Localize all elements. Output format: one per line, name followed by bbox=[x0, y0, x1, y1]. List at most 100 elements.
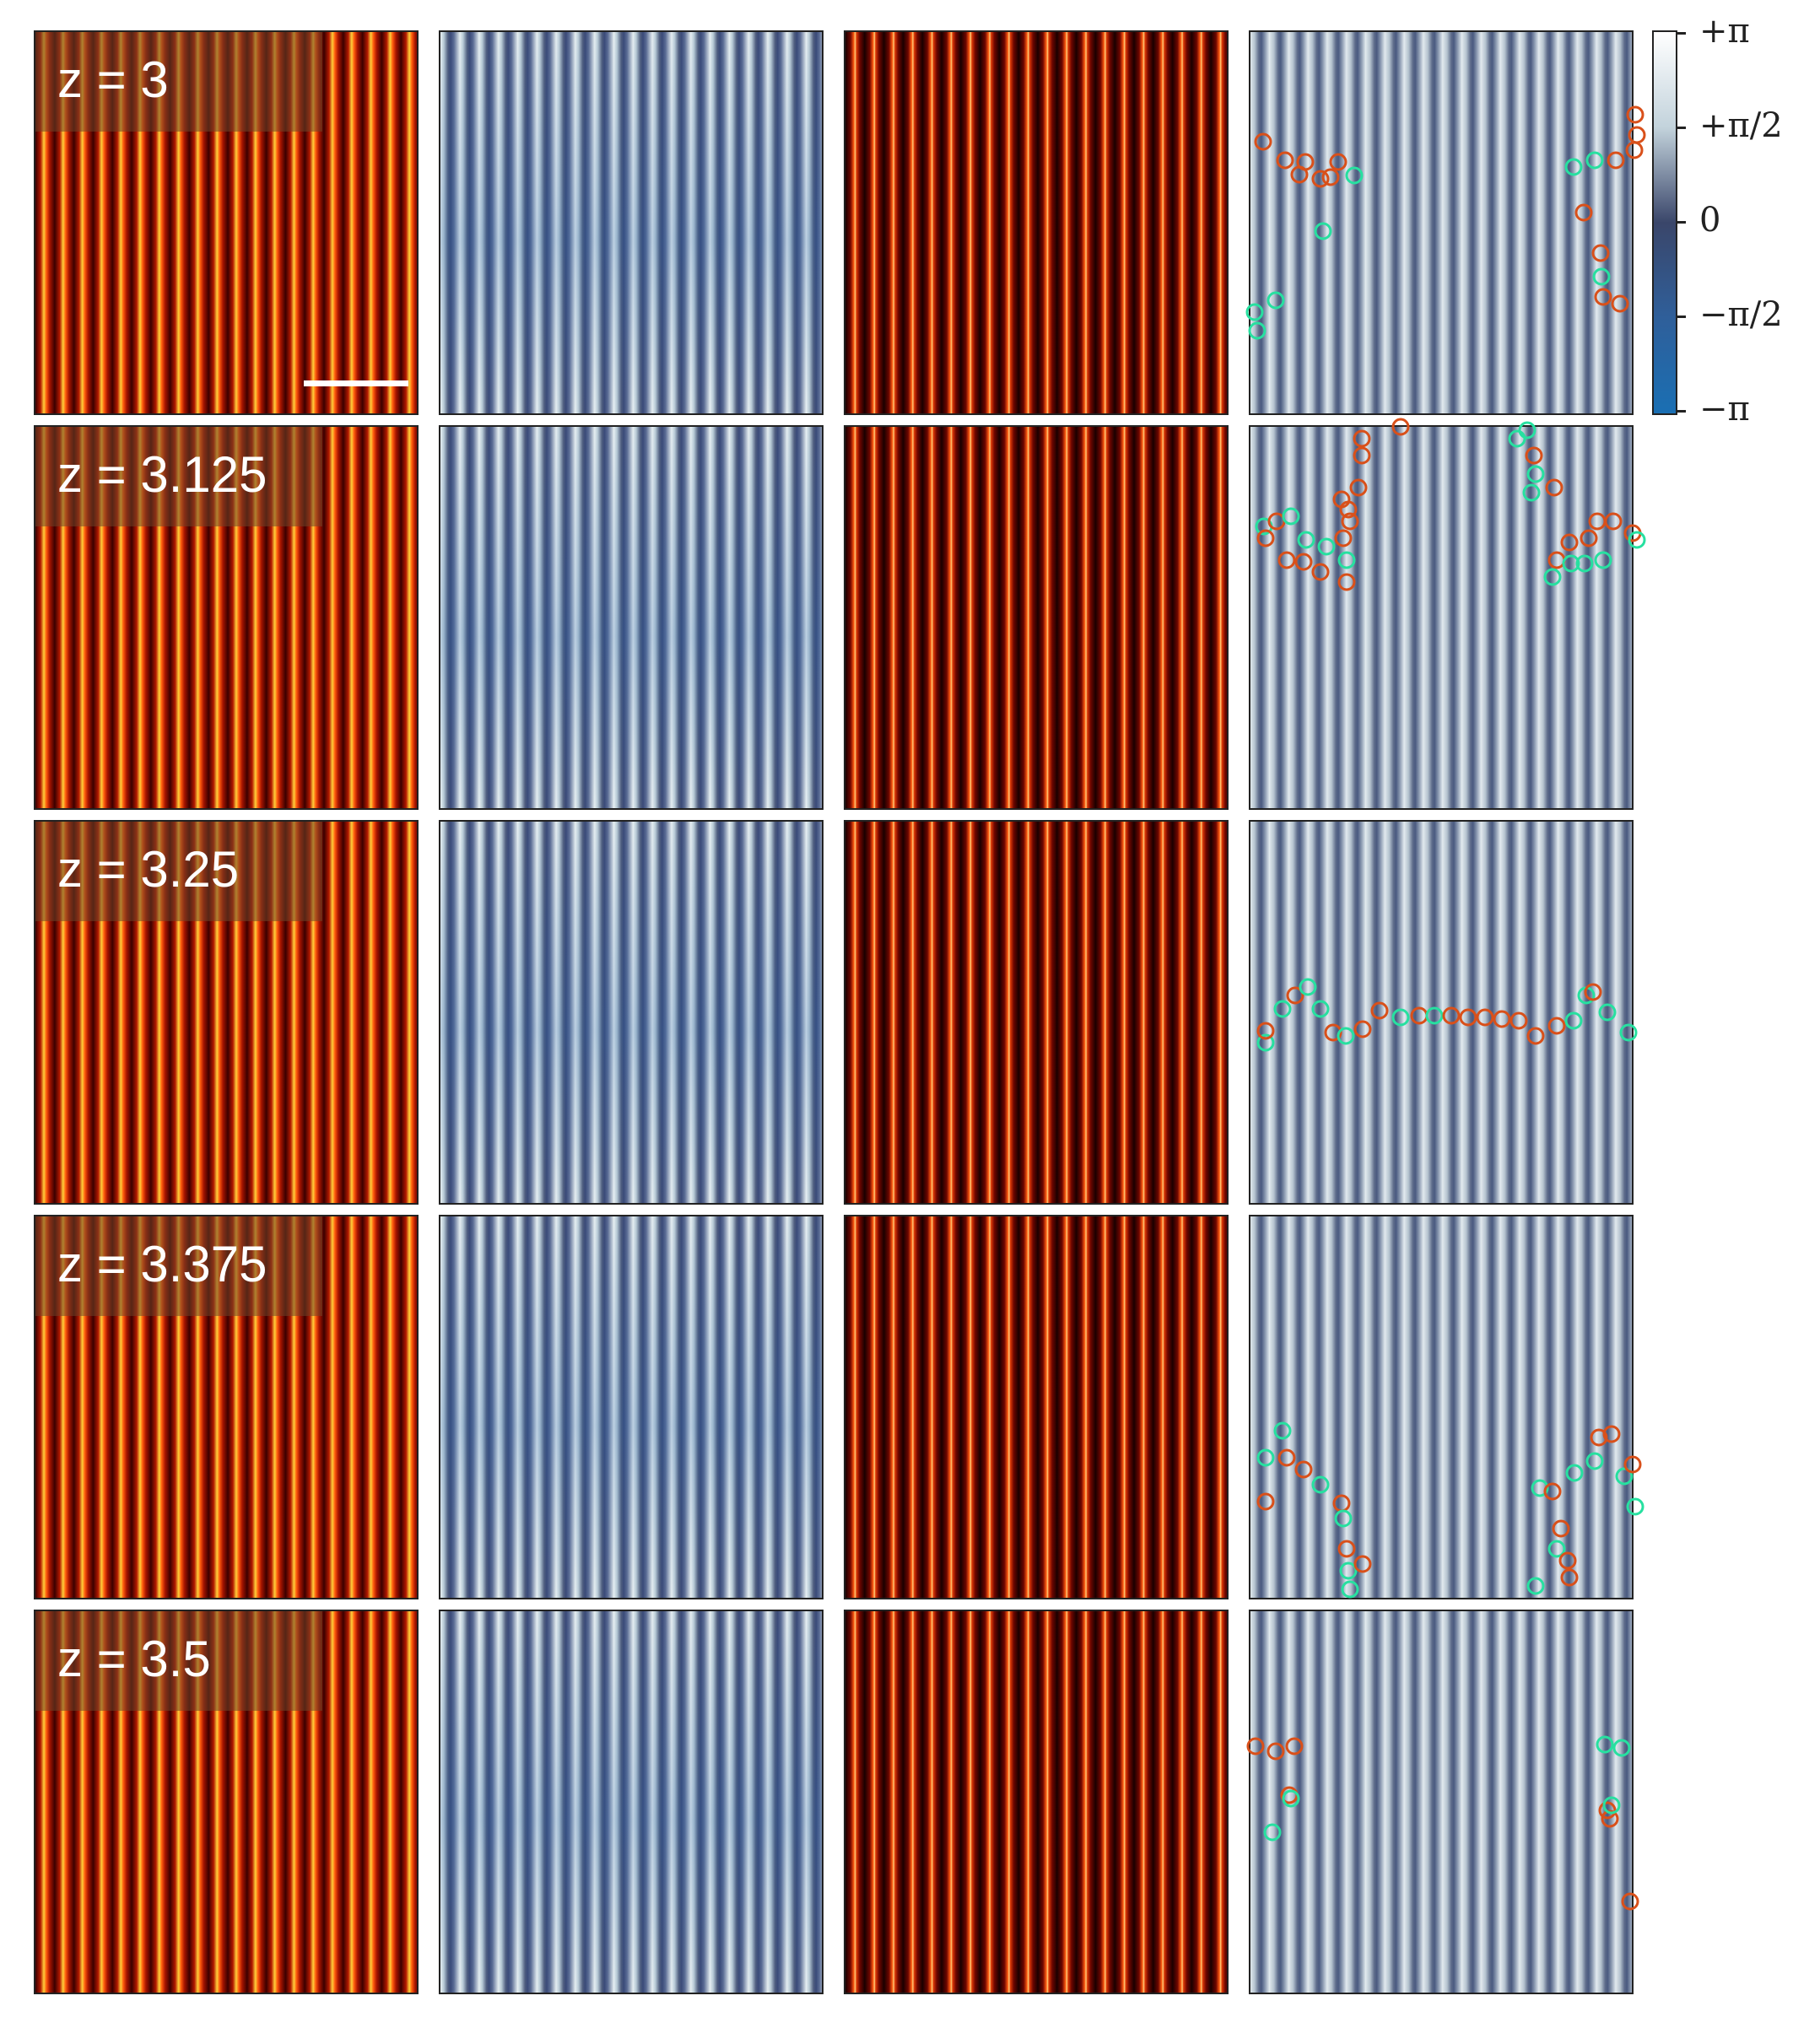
positive-vortex-marker bbox=[1604, 512, 1623, 531]
z-label: z = 3.375 bbox=[57, 1236, 267, 1292]
negative-vortex-marker bbox=[1585, 1452, 1604, 1470]
positive-vortex-marker bbox=[1588, 512, 1607, 531]
positive-vortex-marker bbox=[1353, 446, 1371, 465]
experimental-intensity-panel-row2: z = 3.125 bbox=[34, 425, 419, 810]
experimental-intensity-panel-row1: z = 3 bbox=[34, 30, 419, 415]
positive-vortex-marker bbox=[1623, 1455, 1642, 1474]
negative-vortex-marker bbox=[1311, 1000, 1330, 1018]
positive-vortex-marker bbox=[1277, 551, 1296, 569]
positive-vortex-marker bbox=[1552, 1519, 1570, 1538]
positive-vortex-marker bbox=[1311, 170, 1330, 188]
simulated-phase-panel-row5 bbox=[1249, 1610, 1634, 1994]
phase-colorbar bbox=[1652, 30, 1677, 415]
negative-vortex-marker bbox=[1628, 531, 1646, 549]
z-label: z = 3.5 bbox=[57, 1631, 211, 1687]
positive-vortex-marker bbox=[1580, 529, 1598, 547]
positive-vortex-marker bbox=[1547, 551, 1566, 569]
positive-vortex-marker bbox=[1459, 1008, 1477, 1027]
experimental-intensity-panel-row4: z = 3.375 bbox=[34, 1215, 419, 1599]
positive-vortex-marker bbox=[1337, 573, 1356, 591]
negative-vortex-marker bbox=[1626, 1497, 1644, 1516]
simulated-intensity-panel-row4 bbox=[844, 1215, 1229, 1599]
colorbar-label-minus-half-pi: −π/2 bbox=[1699, 295, 1783, 334]
z-label: z = 3.25 bbox=[57, 841, 240, 898]
negative-vortex-marker bbox=[1248, 321, 1266, 340]
positive-vortex-marker bbox=[1547, 1017, 1566, 1035]
z-label: z = 3.125 bbox=[57, 446, 267, 503]
positive-vortex-marker bbox=[1626, 105, 1644, 124]
colorbar-tick bbox=[1677, 316, 1686, 318]
positive-vortex-marker bbox=[1591, 244, 1610, 262]
positive-vortex-marker bbox=[1594, 288, 1612, 306]
negative-vortex-marker bbox=[1565, 1464, 1584, 1482]
positive-vortex-marker bbox=[1294, 1460, 1313, 1479]
negative-vortex-marker bbox=[1526, 1577, 1545, 1595]
negative-vortex-marker bbox=[1619, 1023, 1638, 1042]
negative-vortex-marker bbox=[1526, 465, 1545, 483]
z-label: z = 3 bbox=[57, 51, 169, 108]
colorbar-label-plus-pi: +π bbox=[1699, 12, 1750, 51]
negative-vortex-marker bbox=[1263, 1823, 1282, 1842]
positive-vortex-marker bbox=[1294, 553, 1313, 571]
positive-vortex-marker bbox=[1290, 165, 1309, 184]
label-background bbox=[35, 1611, 322, 1711]
negative-vortex-marker bbox=[1612, 1739, 1631, 1757]
positive-vortex-marker bbox=[1266, 1742, 1285, 1761]
colorbar-tick bbox=[1677, 221, 1686, 224]
negative-vortex-marker bbox=[1562, 554, 1580, 573]
positive-vortex-marker bbox=[1621, 1892, 1639, 1911]
negative-vortex-marker bbox=[1282, 1789, 1300, 1808]
experimental-phase-panel-row1 bbox=[439, 30, 824, 415]
positive-vortex-marker bbox=[1311, 563, 1330, 581]
negative-vortex-marker bbox=[1334, 1509, 1353, 1528]
experimental-phase-panel-row5 bbox=[439, 1610, 824, 1994]
positive-vortex-marker bbox=[1509, 1011, 1528, 1030]
negative-vortex-marker bbox=[1345, 166, 1364, 185]
positive-vortex-marker bbox=[1590, 1428, 1608, 1447]
scale-bar bbox=[304, 380, 408, 386]
negative-vortex-marker bbox=[1547, 1540, 1566, 1558]
positive-vortex-marker bbox=[1493, 1010, 1511, 1028]
positive-vortex-marker bbox=[1256, 1022, 1275, 1040]
colorbar-label-zero: 0 bbox=[1699, 201, 1721, 240]
positive-vortex-marker bbox=[1349, 478, 1368, 497]
positive-vortex-marker bbox=[1353, 429, 1371, 448]
positive-vortex-marker bbox=[1339, 500, 1358, 519]
positive-vortex-marker bbox=[1584, 983, 1602, 1001]
negative-vortex-marker bbox=[1522, 483, 1541, 502]
negative-vortex-marker bbox=[1592, 267, 1611, 286]
positive-vortex-marker bbox=[1353, 1020, 1372, 1038]
negative-vortex-marker bbox=[1615, 1467, 1634, 1486]
colorbar-tick bbox=[1677, 410, 1686, 413]
positive-vortex-marker bbox=[1391, 418, 1410, 436]
positive-vortex-marker bbox=[1601, 1810, 1619, 1828]
colorbar-label-minus-pi: −π bbox=[1699, 390, 1750, 429]
negative-vortex-marker bbox=[1297, 531, 1315, 549]
simulated-phase-panel-row2 bbox=[1249, 425, 1634, 810]
label-background bbox=[35, 1216, 322, 1316]
simulated-intensity-panel-row3 bbox=[844, 820, 1229, 1205]
positive-vortex-marker bbox=[1324, 1023, 1342, 1042]
negative-vortex-marker bbox=[1273, 1000, 1292, 1018]
positive-vortex-marker bbox=[1560, 1568, 1579, 1587]
negative-vortex-marker bbox=[1564, 1011, 1583, 1030]
negative-vortex-marker bbox=[1543, 568, 1562, 586]
negative-vortex-marker bbox=[1564, 158, 1583, 176]
positive-vortex-marker bbox=[1560, 533, 1579, 552]
label-background bbox=[35, 822, 322, 921]
negative-vortex-marker bbox=[1575, 554, 1594, 573]
positive-vortex-marker bbox=[1607, 151, 1625, 170]
negative-vortex-marker bbox=[1602, 1796, 1621, 1815]
negative-vortex-marker bbox=[1508, 429, 1526, 448]
negative-vortex-marker bbox=[1339, 1561, 1358, 1580]
experimental-intensity-panel-row5: z = 3.5 bbox=[34, 1610, 419, 1994]
positive-vortex-marker bbox=[1277, 1448, 1296, 1467]
negative-vortex-marker bbox=[1596, 1735, 1614, 1754]
negative-vortex-marker bbox=[1282, 507, 1300, 526]
simulated-phase-panel-row1 bbox=[1249, 30, 1634, 415]
positive-vortex-marker bbox=[1246, 1737, 1265, 1756]
colorbar-tick bbox=[1677, 32, 1686, 35]
simulated-phase-panel-row4 bbox=[1249, 1215, 1634, 1599]
positive-vortex-marker bbox=[1525, 446, 1543, 465]
negative-vortex-marker bbox=[1256, 1448, 1275, 1467]
